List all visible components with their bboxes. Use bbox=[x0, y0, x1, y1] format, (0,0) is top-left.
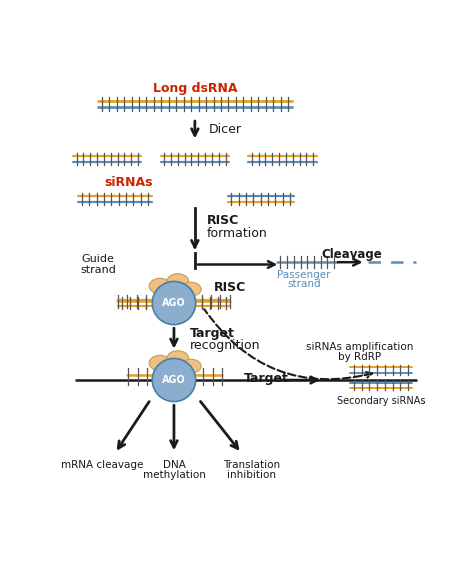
Text: siRNAs amplification: siRNAs amplification bbox=[306, 342, 414, 352]
Ellipse shape bbox=[181, 359, 201, 373]
Text: by RdRP: by RdRP bbox=[338, 352, 382, 362]
Text: RISC: RISC bbox=[207, 214, 239, 227]
Ellipse shape bbox=[149, 356, 171, 371]
Text: Guide: Guide bbox=[82, 254, 114, 264]
Text: formation: formation bbox=[207, 227, 267, 240]
Text: inhibition: inhibition bbox=[227, 470, 276, 480]
Text: Dicer: Dicer bbox=[209, 123, 242, 136]
Text: Target: Target bbox=[190, 327, 234, 340]
Text: Secondary siRNAs: Secondary siRNAs bbox=[337, 396, 425, 406]
Ellipse shape bbox=[149, 278, 171, 294]
Text: methylation: methylation bbox=[143, 470, 205, 480]
Text: Cleavage: Cleavage bbox=[322, 248, 383, 261]
Text: RISC: RISC bbox=[214, 281, 246, 294]
Text: siRNAs: siRNAs bbox=[105, 176, 153, 189]
Circle shape bbox=[152, 282, 196, 324]
Text: Long dsRNA: Long dsRNA bbox=[153, 82, 237, 95]
Ellipse shape bbox=[181, 282, 201, 296]
Text: strand: strand bbox=[287, 279, 321, 289]
Text: strand: strand bbox=[80, 265, 116, 275]
Text: Passenger: Passenger bbox=[277, 270, 331, 279]
Text: mRNA cleavage: mRNA cleavage bbox=[61, 460, 143, 470]
Text: DNA: DNA bbox=[163, 460, 185, 470]
Text: AGO: AGO bbox=[162, 375, 186, 385]
Circle shape bbox=[152, 358, 196, 402]
Text: Target: Target bbox=[244, 372, 289, 385]
Ellipse shape bbox=[167, 351, 189, 366]
Ellipse shape bbox=[167, 274, 189, 289]
Text: recognition: recognition bbox=[190, 339, 260, 352]
Text: Translation: Translation bbox=[223, 460, 280, 470]
Text: AGO: AGO bbox=[162, 298, 186, 308]
